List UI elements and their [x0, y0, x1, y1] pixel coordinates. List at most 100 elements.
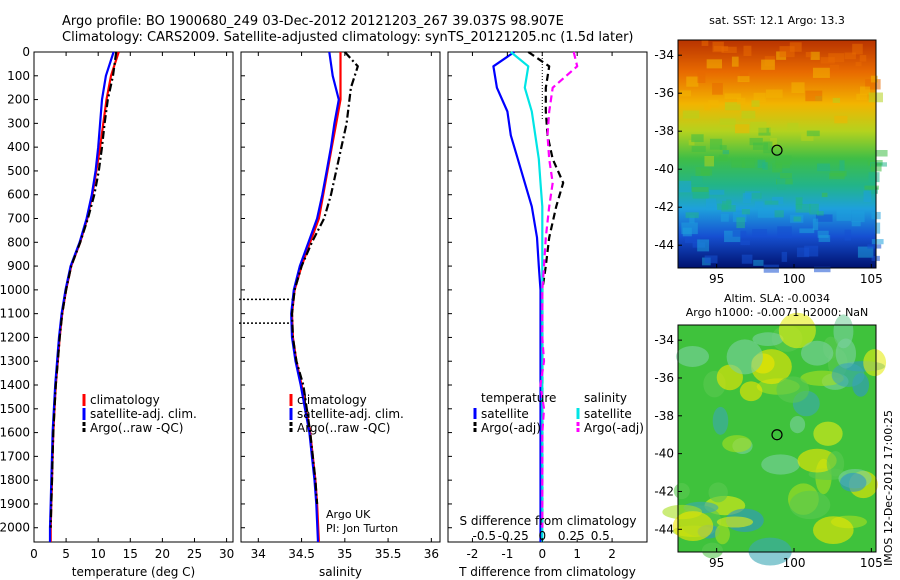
- sst-patch: [685, 212, 699, 218]
- sst-patch: [691, 145, 706, 152]
- x-tick-label: 30: [219, 547, 234, 561]
- top-tick-label: -0.25: [498, 529, 529, 543]
- sla-blob: [831, 363, 865, 388]
- y-tick-label: 0: [22, 45, 30, 59]
- sla-map-title-line1: Altim. SLA: -0.0034: [724, 292, 830, 305]
- y-tick-label: 900: [7, 259, 30, 273]
- y-tick-label: 1700: [0, 449, 30, 463]
- legend-label: satellite: [584, 407, 632, 421]
- x-tick-label: 35.5: [375, 547, 402, 561]
- x-tick-label: 0: [538, 547, 546, 561]
- sst-patch: [844, 229, 852, 241]
- sst-patch: [859, 55, 867, 62]
- legend-label: climatology: [90, 393, 160, 407]
- y-tick-label: 500: [7, 164, 30, 178]
- sla-blob: [739, 381, 763, 402]
- sla-blob: [712, 406, 729, 435]
- y-tick-label: 1300: [0, 354, 30, 368]
- sst-field: [678, 40, 876, 268]
- y-tick-label: 800: [7, 235, 30, 249]
- top-tick-label: 0.5: [591, 529, 610, 543]
- sst-patch: [712, 41, 724, 53]
- y-tick-label: 100: [7, 69, 30, 83]
- sst-patch: [795, 196, 803, 205]
- sst-patch: [836, 210, 852, 221]
- sla-blob: [776, 376, 810, 403]
- sla-map-title-line2: Argo h1000: -0.0071 h2000: NaN: [686, 306, 869, 319]
- temperature-x-label: temperature (deg C): [72, 565, 195, 579]
- sst-patch: [741, 254, 753, 264]
- sst-patch: [812, 218, 819, 231]
- sst-patch: [780, 172, 792, 179]
- sst-patch: [757, 208, 775, 218]
- sst-patch: [681, 222, 698, 235]
- sst-patch: [691, 134, 704, 143]
- sst-patch: [704, 104, 711, 111]
- sst-patch: [741, 110, 756, 119]
- difference-axes-box: [447, 51, 648, 543]
- sst-patch: [795, 203, 811, 213]
- sst-patch: [740, 240, 750, 246]
- sst-patch: [818, 235, 831, 242]
- sst-patch: [679, 180, 692, 193]
- sst-patch: [751, 192, 762, 199]
- difference-top-label: S difference from climatology: [460, 514, 637, 528]
- sla-blob: [813, 516, 854, 544]
- sst-patch: [709, 138, 723, 150]
- sla-blob: [722, 435, 752, 453]
- sla-blob: [708, 482, 728, 503]
- y-tick-label: 1400: [0, 378, 30, 392]
- sst-patch: [708, 189, 725, 195]
- sst-patch: [753, 259, 764, 266]
- sla-blob: [675, 345, 710, 367]
- sst-patch: [757, 159, 766, 169]
- sst-patch: [704, 155, 715, 167]
- sst-patch: [817, 163, 831, 172]
- salinity-panel: 34 34.5 35 35.5 36 salinity climatologysatelli…: [239, 51, 441, 579]
- sst-patch: [857, 246, 874, 258]
- x-tick-label: -1: [501, 547, 513, 561]
- sst-patch: [717, 203, 729, 210]
- sst-patch: [692, 191, 709, 199]
- x-tick-label: 2: [608, 547, 616, 561]
- sst-patch: [761, 59, 775, 70]
- sst-patch: [763, 264, 779, 273]
- x-tick-label: 34: [251, 547, 266, 561]
- sst-patch: [712, 82, 723, 95]
- sst-patch: [734, 124, 750, 134]
- sst-patch: [870, 75, 878, 83]
- sst-patch: [844, 52, 856, 60]
- y-tick-label: -38: [654, 409, 674, 423]
- sla-blob: [716, 516, 754, 528]
- sst-patch: [737, 76, 750, 83]
- legend-label: satellite: [481, 407, 529, 421]
- sst-patch: [832, 97, 840, 103]
- x-tick-label: 0: [30, 547, 38, 561]
- sst-patch: [682, 110, 700, 119]
- sst-patch: [855, 62, 862, 67]
- y-tick-label: 600: [7, 188, 30, 202]
- sst-patch: [856, 93, 868, 101]
- series-t-argo-adj-: [527, 51, 565, 528]
- sst-patch: [771, 196, 784, 204]
- top-tick-label: 0.25: [558, 529, 585, 543]
- sst-patch: [768, 127, 776, 133]
- y-tick-label: -38: [654, 124, 674, 138]
- argo-credit-line1: Argo UK: [326, 508, 371, 521]
- sst-patch: [793, 216, 802, 222]
- sst-map-frame: [677, 39, 877, 269]
- y-tick-label: -36: [654, 371, 674, 385]
- x-tick-label: 95: [709, 272, 724, 286]
- sla-blob: [761, 454, 800, 475]
- series-t-satellite: [492, 51, 542, 542]
- sst-patch: [701, 40, 709, 46]
- sst-patch: [777, 226, 792, 239]
- sst-patch: [695, 167, 710, 177]
- sla-blob: [789, 490, 831, 520]
- y-tick-label: -34: [654, 48, 674, 62]
- x-tick-label: 25: [187, 547, 202, 561]
- sst-patch: [719, 118, 736, 125]
- y-tick-label: 700: [7, 212, 30, 226]
- sst-patch: [806, 130, 820, 137]
- sst-patch: [864, 185, 879, 190]
